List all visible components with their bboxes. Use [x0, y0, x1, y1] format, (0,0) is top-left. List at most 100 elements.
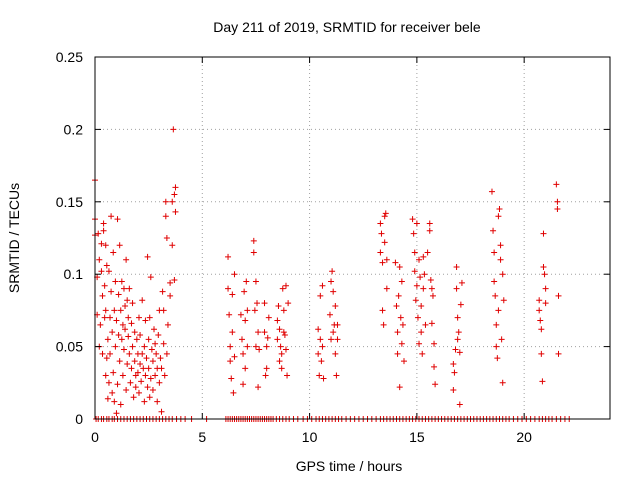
data-point: [553, 181, 560, 188]
data-point: [154, 398, 161, 405]
data-point: [117, 307, 124, 314]
data-point: [285, 300, 292, 307]
data-point: [500, 297, 507, 304]
data-point: [113, 317, 120, 324]
data-point: [153, 350, 160, 357]
y-tick-label: 0.1: [64, 266, 84, 282]
data-point: [119, 321, 126, 328]
data-point: [316, 372, 323, 379]
data-point: [104, 336, 111, 343]
data-point: [107, 314, 114, 321]
data-point: [274, 336, 281, 343]
data-point: [455, 329, 462, 336]
data-point: [112, 343, 119, 350]
data-point: [379, 259, 386, 266]
data-point: [103, 355, 110, 362]
data-point: [225, 253, 232, 260]
data-point: [494, 355, 501, 362]
data-point: [418, 329, 425, 336]
data-point: [157, 355, 164, 362]
data-point: [411, 268, 418, 275]
x-tick-label: 0: [91, 429, 99, 445]
data-point: [100, 227, 107, 234]
data-point: [100, 220, 107, 227]
data-point: [252, 343, 259, 350]
data-point: [140, 365, 147, 372]
data-point: [282, 346, 289, 353]
data-point: [242, 317, 249, 324]
data-point: [457, 301, 464, 308]
data-point: [133, 336, 140, 343]
data-point: [431, 340, 438, 347]
data-point: [125, 333, 132, 340]
data-point: [555, 292, 562, 299]
data-point: [495, 213, 502, 220]
data-point: [162, 213, 169, 220]
axes: 0 0.05 0.1 0.15 0.2 0.25 0 5 10 15 20: [56, 49, 610, 445]
data-point: [113, 410, 120, 417]
data-point: [110, 249, 117, 256]
data-point: [424, 249, 431, 256]
data-point: [155, 332, 162, 339]
data-point: [265, 314, 272, 321]
data-point: [328, 336, 335, 343]
data-point: [497, 242, 504, 249]
data-point: [280, 329, 287, 336]
data-point: [227, 358, 234, 365]
data-point: [397, 314, 404, 321]
data-point: [120, 285, 127, 292]
data-point: [114, 381, 121, 388]
data-point: [491, 278, 498, 285]
data-point: [333, 372, 340, 379]
data-point: [251, 307, 258, 314]
data-point: [413, 220, 420, 227]
data-point: [498, 336, 505, 343]
data-point: [398, 278, 405, 285]
data-point: [538, 350, 545, 357]
data-point: [240, 381, 247, 388]
data-point: [117, 401, 124, 408]
data-point: [158, 365, 165, 372]
data-point: [128, 365, 135, 372]
data-point: [334, 336, 341, 343]
data-point: [160, 307, 167, 314]
data-point: [453, 263, 460, 270]
data-point: [143, 355, 150, 362]
data-point: [330, 288, 337, 295]
data-point: [115, 291, 122, 298]
data-point: [396, 263, 403, 270]
data-point: [126, 285, 133, 292]
y-tick-label: 0.2: [64, 121, 84, 137]
data-point: [145, 365, 152, 372]
data-point: [243, 278, 250, 285]
data-point: [227, 343, 234, 350]
data-point: [252, 278, 259, 285]
data-point: [144, 253, 151, 260]
data-point: [255, 329, 262, 336]
data-point: [399, 321, 406, 328]
data-point: [383, 285, 390, 292]
data-point: [401, 358, 407, 365]
data-point: [275, 303, 282, 310]
y-axis-label: SRMTID / TECUs: [6, 183, 22, 293]
data-point: [101, 314, 108, 321]
data-point: [129, 343, 136, 350]
data-point: [381, 213, 388, 220]
data-point: [416, 256, 423, 263]
data-point: [105, 379, 112, 386]
data-point: [537, 317, 544, 324]
data-point: [167, 279, 174, 286]
data-point: [539, 378, 546, 385]
data-point: [334, 321, 341, 328]
data-point: [148, 346, 155, 353]
data-point: [554, 206, 561, 213]
data-point: [410, 230, 417, 237]
data-point: [394, 350, 401, 357]
data-point: [277, 343, 284, 350]
data-point: [139, 350, 146, 357]
y-tick-label: 0: [75, 411, 83, 427]
data-point: [412, 297, 419, 304]
chart-title: Day 211 of 2019, SRMTID for receiver bel…: [213, 19, 481, 35]
data-point: [114, 216, 121, 223]
data-point: [108, 288, 115, 295]
